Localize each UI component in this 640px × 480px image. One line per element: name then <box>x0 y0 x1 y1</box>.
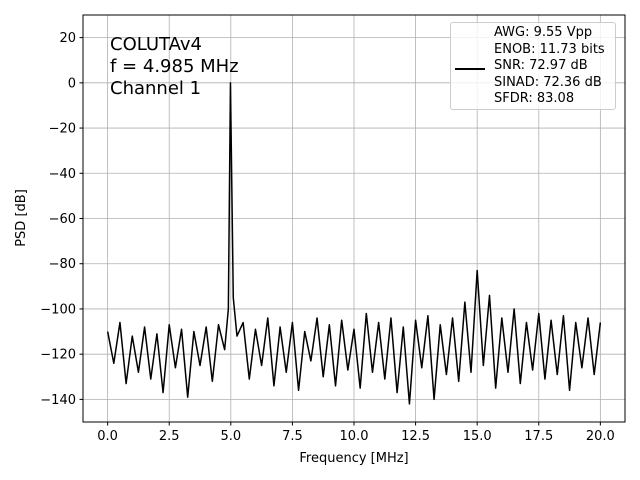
plot-area <box>106 82 602 405</box>
y-tick-label: −100 <box>40 302 76 317</box>
x-tick-label: 17.5 <box>524 429 553 444</box>
annotation: Channel 1 <box>110 78 201 99</box>
x-tick-label: 5.0 <box>220 429 241 444</box>
x-tick-label: 20.0 <box>586 429 615 444</box>
x-tick-label: 10.0 <box>340 429 369 444</box>
y-tick-label: −20 <box>49 122 76 137</box>
y-tick-label: −80 <box>49 257 76 272</box>
y-tick-label: −40 <box>49 167 76 182</box>
legend-entry: AWG: 9.55 Vpp ENOB: 11.73 bits SNR: 72.9… <box>494 25 605 107</box>
y-tick-label: 0 <box>68 76 76 91</box>
annotation: f = 4.985 MHz <box>110 56 239 77</box>
x-tick-label: 12.5 <box>401 429 430 444</box>
x-tick-label: 15.0 <box>463 429 492 444</box>
x-tick-label: 0.0 <box>97 429 118 444</box>
legend-line-sample <box>455 68 485 70</box>
y-tick-label: −60 <box>49 212 76 227</box>
x-tick-label: 2.5 <box>159 429 180 444</box>
y-tick-label: −140 <box>40 393 76 408</box>
psd-line <box>106 82 602 405</box>
x-axis-label: Frequency [MHz] <box>299 451 408 466</box>
y-tick-label: 20 <box>59 31 76 46</box>
x-tick-label: 7.5 <box>282 429 303 444</box>
y-axis-label: PSD [dB] <box>14 189 29 247</box>
y-tick-label: −120 <box>40 348 76 363</box>
legend: AWG: 9.55 Vpp ENOB: 11.73 bits SNR: 72.9… <box>450 22 616 110</box>
annotation: COLUTAv4 <box>110 34 202 55</box>
